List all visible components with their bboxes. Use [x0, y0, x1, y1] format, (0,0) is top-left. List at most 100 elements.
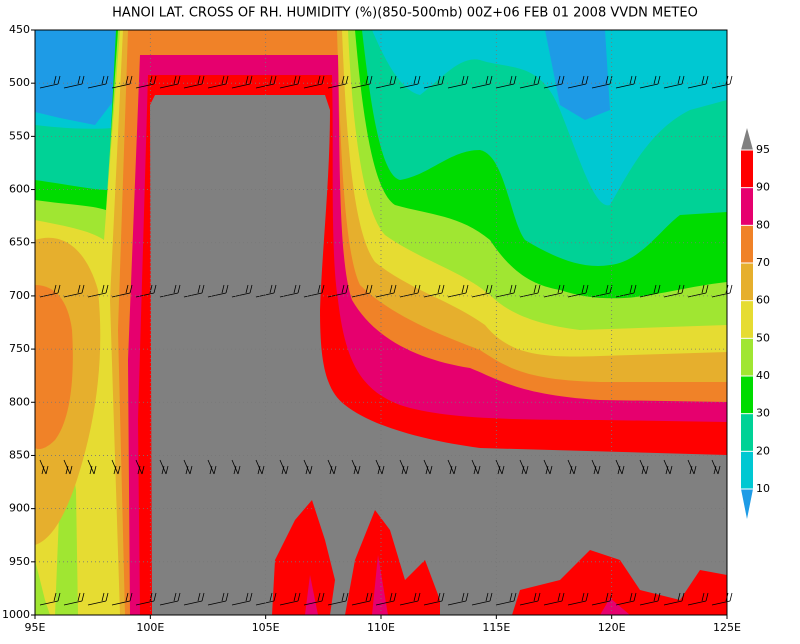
wind-barb	[165, 465, 169, 475]
wind-barb	[63, 600, 83, 606]
wind-barb	[317, 75, 321, 85]
wind-barb	[141, 465, 145, 475]
wind-barb	[305, 465, 309, 475]
wind-barb	[593, 465, 597, 475]
y-tick-label: 950	[9, 555, 30, 568]
wind-barb	[545, 465, 549, 475]
wind-barb	[717, 465, 721, 475]
wind-barb	[465, 284, 469, 294]
wind-barb	[557, 75, 561, 85]
wind-barb	[135, 83, 155, 89]
wind-barb	[303, 600, 323, 606]
wind-barb	[279, 459, 287, 475]
y-tick-label: 450	[9, 23, 30, 36]
wind-barb	[207, 600, 227, 606]
wind-barb	[447, 83, 467, 89]
wind-barb	[441, 284, 445, 294]
wind-barb	[537, 284, 541, 294]
wind-barb	[567, 292, 587, 298]
wind-barb	[615, 459, 623, 475]
wind-barb	[53, 75, 57, 85]
wind-barb	[135, 459, 143, 475]
wind-barb	[495, 459, 503, 475]
contour-fill	[35, 560, 50, 615]
wind-barb	[77, 75, 81, 85]
wind-barb	[687, 600, 707, 606]
wind-barb	[461, 592, 465, 602]
wind-barb	[701, 592, 705, 602]
wind-barb	[425, 465, 429, 475]
wind-barb	[633, 592, 637, 602]
wind-barb	[255, 83, 275, 89]
wind-barb	[57, 592, 61, 602]
wind-barb	[423, 292, 443, 298]
wind-barb	[101, 592, 105, 602]
x-tick-label: 105E	[252, 621, 280, 634]
wind-barb	[561, 75, 565, 85]
wind-barb	[617, 465, 621, 475]
wind-barb	[293, 592, 297, 602]
y-tick-label: 500	[9, 76, 30, 89]
wind-barb	[495, 292, 515, 298]
wind-barb	[231, 459, 239, 475]
wind-barb	[417, 284, 421, 294]
wind-barb	[317, 592, 321, 602]
wind-barb	[357, 465, 361, 475]
wind-barb	[645, 465, 649, 475]
wind-barb	[389, 284, 393, 294]
colorbar-label: 70	[756, 256, 770, 269]
wind-barb	[657, 592, 661, 602]
wind-barb	[393, 592, 397, 602]
wind-barb	[519, 459, 527, 475]
wind-barb	[351, 600, 371, 606]
wind-barb	[713, 465, 717, 475]
wind-barb	[279, 292, 299, 298]
wind-barb	[533, 284, 537, 294]
contour-field	[35, 30, 727, 615]
wind-barb	[159, 459, 167, 475]
wind-barb	[489, 75, 493, 85]
wind-barb	[605, 75, 609, 85]
wind-barb	[207, 83, 227, 89]
wind-barb	[231, 292, 251, 298]
wind-barb	[567, 83, 587, 89]
wind-barb	[297, 284, 301, 294]
wind-barb	[399, 600, 419, 606]
wind-barb	[221, 75, 225, 85]
wind-barb	[183, 600, 203, 606]
wind-barb	[519, 600, 539, 606]
wind-barb	[225, 592, 229, 602]
wind-barb	[149, 592, 153, 602]
wind-barb	[399, 83, 419, 89]
wind-barb	[537, 75, 541, 85]
contour-fill	[35, 285, 73, 450]
wind-barb	[249, 592, 253, 602]
colorbar-label: 95	[756, 143, 770, 156]
wind-barb	[437, 592, 441, 602]
wind-barb	[293, 284, 297, 294]
y-tick-label: 850	[9, 448, 30, 461]
wind-barb	[681, 592, 685, 602]
colorbar-label: 20	[756, 444, 770, 457]
wind-barb	[117, 465, 121, 475]
wind-barb	[101, 284, 105, 294]
wind-barb	[209, 465, 213, 475]
wind-barb	[591, 459, 599, 475]
wind-barb	[207, 459, 215, 475]
wind-barb	[687, 459, 695, 475]
wind-barb	[81, 592, 85, 602]
wind-barb	[461, 75, 465, 85]
contour-fill	[272, 500, 335, 615]
wind-barb	[677, 284, 681, 294]
colorbar-box	[741, 187, 753, 226]
wind-barb	[279, 83, 299, 89]
wind-barb	[591, 83, 611, 89]
wind-barb	[639, 600, 659, 606]
wind-barb	[581, 592, 585, 602]
wind-barb	[705, 284, 709, 294]
wind-barb	[639, 459, 647, 475]
wind-barb	[591, 600, 611, 606]
wind-barb	[687, 292, 707, 298]
wind-barb	[63, 83, 83, 89]
wind-barb	[63, 459, 71, 475]
